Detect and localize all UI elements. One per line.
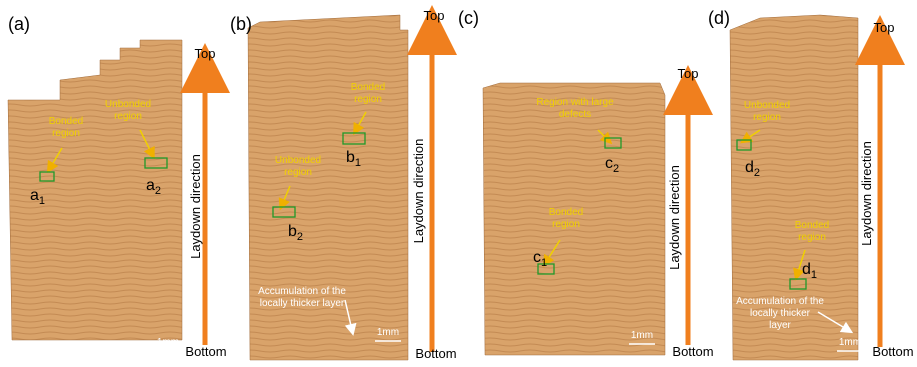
annotation: defects: [559, 109, 591, 120]
scale-label: 1mm: [157, 337, 179, 348]
annotation: Bonded: [351, 82, 385, 93]
region-sub: 1: [39, 195, 45, 207]
bottom-label: Bottom: [415, 346, 456, 361]
annotation: Unbonded: [275, 155, 321, 166]
top-label: Top: [678, 66, 699, 81]
annotation: Unbonded: [105, 99, 151, 110]
scale-label: 1mm: [377, 327, 399, 338]
annotation: Bonded: [549, 207, 583, 218]
top-label: Top: [874, 20, 895, 35]
annotation: Bonded: [795, 220, 829, 231]
annotation: Region with large: [536, 97, 614, 108]
panel: (d) Top Bottom Laydown direction 1mm Unbonded…: [708, 8, 914, 360]
annotation: Accumulation of the: [258, 286, 346, 297]
region-letter: b: [288, 223, 297, 240]
panel-label: (c): [458, 8, 479, 28]
panel-label: (d): [708, 8, 730, 28]
annotation: locally thicker: [750, 308, 811, 319]
scale-label: 1mm: [631, 330, 653, 341]
annotation: Unbonded: [744, 100, 790, 111]
annotation: region: [753, 112, 781, 123]
axis-label: Laydown direction: [667, 165, 682, 270]
annotation: Bonded: [49, 116, 83, 127]
panel-label: (a): [8, 14, 30, 34]
scale-label: 1mm: [839, 337, 861, 348]
panel-label: (b): [230, 14, 252, 34]
region-sub: 1: [811, 269, 817, 281]
region-letter: c: [605, 155, 613, 172]
top-label: Top: [424, 8, 445, 23]
region-sub: 2: [297, 231, 303, 243]
axis-label: Laydown direction: [859, 141, 874, 246]
region-letter: d: [802, 261, 811, 278]
annotation: region: [52, 128, 80, 139]
region-letter: a: [30, 187, 39, 204]
region-letter: c: [533, 249, 541, 266]
region-letter: a: [146, 177, 155, 194]
annotation: Accumulation of the: [736, 296, 824, 307]
figure: (a)TopBottomLaydown direction1mmBondedre…: [0, 0, 917, 367]
region-sub: 2: [155, 185, 161, 197]
region-sub: 2: [613, 163, 619, 175]
top-label: Top: [195, 46, 216, 61]
annotation: locally thicker layer: [260, 298, 345, 309]
annotation: layer: [769, 320, 791, 331]
annotation: region: [284, 167, 312, 178]
region-letter: d: [745, 159, 754, 176]
bottom-label: Bottom: [672, 344, 713, 359]
region-sub: 1: [355, 157, 361, 169]
region-sub: 1: [541, 257, 547, 269]
annotation: region: [114, 111, 142, 122]
region-letter: b: [346, 149, 355, 166]
bottom-label: Bottom: [872, 344, 913, 359]
axis-label: Laydown direction: [188, 154, 203, 259]
bottom-label: Bottom: [185, 344, 226, 359]
annotation: region: [552, 219, 580, 230]
annotation: region: [354, 94, 382, 105]
axis-label: Laydown direction: [411, 139, 426, 244]
panel: (c) Top Bottom Laydown direction 1mm Region w…: [458, 8, 714, 359]
annotation: region: [798, 232, 826, 243]
region-sub: 2: [754, 167, 760, 179]
